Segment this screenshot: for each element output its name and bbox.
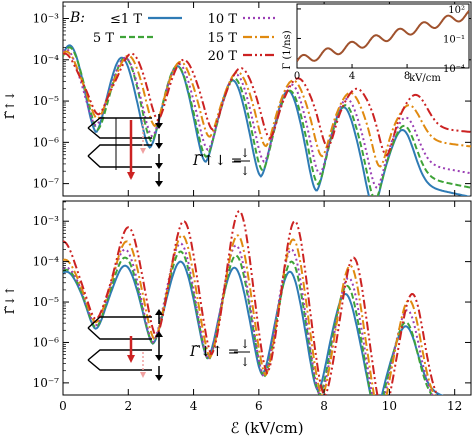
transition-arrowhead-faint bbox=[140, 372, 146, 378]
equation-top: Γ̃↑↓ = ↓ ↓ bbox=[192, 146, 250, 178]
bottom-y-axis: 10⁻⁷ 10⁻⁶ 10⁻⁵ 10⁻⁴ 10⁻³ bbox=[33, 201, 471, 390]
spin-arrowhead-icon bbox=[155, 375, 163, 381]
series-line bbox=[63, 209, 439, 395]
series-line bbox=[63, 250, 434, 395]
y-tick-label: 10⁻⁴ bbox=[33, 255, 60, 269]
transition-arrowhead-faint bbox=[140, 148, 146, 154]
bottom-x-axis: 0 2 4 6 8 10 12 bbox=[59, 201, 462, 413]
level-diagram-top bbox=[87, 117, 152, 180]
top-y-axis-label: Γ̃↑↓ bbox=[3, 91, 17, 119]
level-line bbox=[87, 144, 152, 168]
level-line bbox=[87, 316, 152, 340]
top-x-axis bbox=[62, 2, 456, 196]
legend-label: ≤1 T bbox=[110, 12, 142, 27]
spin-arrowhead-icon bbox=[155, 331, 163, 337]
top-y-axis: 10⁻⁷ 10⁻⁶ 10⁻⁵ 10⁻⁴ 10⁻³ bbox=[33, 5, 471, 191]
spin-arrowhead-icon bbox=[155, 309, 163, 315]
equation-lhs: Γ̃↑↓ = bbox=[192, 153, 242, 169]
spin-arrows-bottom bbox=[155, 309, 163, 381]
x-tick-label: 10 bbox=[382, 399, 397, 413]
spin-arrowhead-icon bbox=[155, 163, 163, 169]
inset-y-tick-label: 10⁻⁴ bbox=[443, 64, 465, 75]
equation-lhs: Γ̃↓↑ = bbox=[189, 344, 239, 360]
y-tick-label: 10⁻⁶ bbox=[33, 135, 60, 149]
inset-curve bbox=[297, 10, 469, 62]
level-diagram-bottom bbox=[87, 316, 152, 378]
inset-y-tick-label: 10⁻¹ bbox=[443, 34, 465, 45]
y-tick-label: 10⁻⁷ bbox=[33, 177, 60, 191]
top-panel: 10⁻⁷ 10⁻⁶ 10⁻⁵ 10⁻⁴ 10⁻³ Γ̃↑↓ B: ≤1 T 5 T 10 T… bbox=[3, 1, 472, 197]
spin-arrowhead-icon bbox=[155, 355, 163, 361]
inset-x-label: kV/cm bbox=[409, 73, 441, 84]
top-series-group bbox=[63, 44, 471, 196]
x-axis-label: ℰ (kV/cm) bbox=[230, 419, 303, 437]
spin-arrowhead-icon bbox=[155, 123, 163, 129]
transition-arrowhead bbox=[127, 172, 135, 180]
x-tick-label: 4 bbox=[190, 399, 198, 413]
inset-x-tick-label: 8 bbox=[404, 71, 410, 82]
equation-denominator: ↓ bbox=[240, 355, 250, 369]
y-tick-label: 10⁻⁷ bbox=[33, 376, 60, 390]
series-line bbox=[63, 242, 434, 395]
y-tick-label: 10⁻⁴ bbox=[33, 53, 60, 67]
spin-arrowhead-icon bbox=[155, 181, 163, 187]
series-line bbox=[63, 46, 471, 196]
legend: B: ≤1 T 5 T 10 T 15 T 20 T bbox=[69, 10, 277, 64]
inset-x-tick-label: 4 bbox=[349, 71, 355, 82]
x-tick-label: 8 bbox=[320, 399, 328, 413]
y-tick-label: 10⁻³ bbox=[33, 214, 60, 228]
x-tick-label: 12 bbox=[447, 399, 462, 413]
inset-frame bbox=[296, 3, 470, 69]
legend-prefix: B: bbox=[69, 10, 85, 26]
y-tick-label: 10⁻³ bbox=[33, 12, 60, 26]
inset-y-tick-label: 10² bbox=[448, 5, 465, 16]
equation-numerator: ↓ bbox=[240, 146, 250, 160]
equation-bottom: Γ̃↓↑ = ↓ ↓ bbox=[189, 337, 250, 369]
x-tick-label: 0 bbox=[59, 399, 67, 413]
bottom-panel: 10⁻⁷ 10⁻⁶ 10⁻⁵ 10⁻⁴ 10⁻³ 0 2 4 6 8 10 12 Γ̃↓↑ ℰ (k… bbox=[3, 200, 472, 437]
legend-label: 15 T bbox=[208, 31, 238, 46]
legend-label: 20 T bbox=[208, 49, 238, 64]
legend-label: 5 T bbox=[93, 31, 114, 46]
spin-arrows-top bbox=[155, 114, 163, 187]
spin-arrowhead-icon bbox=[155, 143, 163, 149]
level-line bbox=[87, 349, 152, 371]
y-tick-label: 10⁻⁵ bbox=[33, 94, 60, 108]
series-line bbox=[63, 52, 471, 157]
level-line bbox=[87, 117, 152, 139]
inset-x-tick-label: 0 bbox=[294, 71, 300, 82]
legend-label: 10 T bbox=[208, 12, 238, 27]
x-tick-label: 2 bbox=[124, 399, 132, 413]
inset-plot: 0 4 8 10⁻⁴ 10⁻¹ 10² Γ (1/ns) kV/cm bbox=[282, 3, 470, 84]
x-tick-label: 6 bbox=[255, 399, 263, 413]
bottom-series-group bbox=[63, 209, 444, 395]
bottom-y-axis-label: Γ̃↓↑ bbox=[3, 286, 17, 314]
series-line bbox=[63, 260, 444, 395]
inset-y-label: Γ (1/ns) bbox=[282, 30, 293, 69]
series-line bbox=[63, 48, 471, 189]
equation-numerator: ↓ bbox=[240, 337, 250, 351]
inset-axes: 0 4 8 10⁻⁴ 10⁻¹ 10² bbox=[294, 5, 465, 82]
y-tick-label: 10⁻⁵ bbox=[33, 295, 60, 309]
equation-denominator: ↓ bbox=[240, 164, 250, 178]
y-tick-label: 10⁻⁶ bbox=[33, 335, 60, 349]
transition-arrowhead bbox=[127, 355, 135, 363]
